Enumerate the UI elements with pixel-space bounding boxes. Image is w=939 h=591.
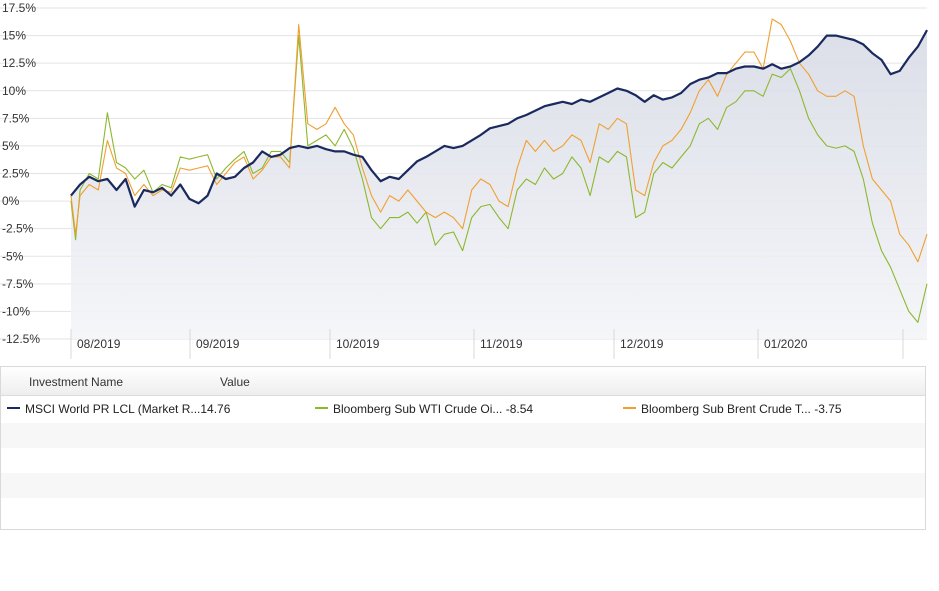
y-tick-label: 7.5%	[2, 111, 30, 125]
legend-value: 14.76	[200, 402, 231, 416]
x-tick-label: 01/2020	[764, 337, 808, 351]
y-tick-label: -5%	[2, 249, 24, 263]
legend-value: -8.54	[505, 402, 534, 416]
legend-label: Bloomberg Sub WTI Crude Oi...	[333, 402, 503, 416]
y-tick-label: 12.5%	[2, 56, 36, 70]
legend-row: MSCI World PR LCL (Market R...14.76 Bloo…	[1, 396, 925, 420]
y-tick-label: 17.5%	[2, 1, 36, 15]
y-tick-label: 10%	[2, 84, 26, 98]
column-header-investment-name[interactable]: Investment Name	[29, 375, 124, 389]
x-tick-label: 11/2019	[480, 337, 523, 351]
msci-area-fill	[71, 30, 927, 339]
x-tick-label: 12/2019	[620, 337, 664, 351]
y-tick-label: 15%	[2, 29, 26, 43]
line-chart: 17.5% 15% 12.5% 10% 7.5% 5% 2.5% 0% -2.5% -5% -7.5…	[0, 1, 928, 359]
y-tick-label: 2.5%	[2, 167, 30, 181]
series-lines	[70, 18, 928, 323]
legend-label: Bloomberg Sub Brent Crude T...	[641, 402, 811, 416]
y-axis: 17.5% 15% 12.5% 10% 7.5% 5% 2.5% 0% -2.5% -5% -7.5…	[2, 1, 40, 346]
series-line-2	[70, 18, 928, 263]
legend-swatch-brent	[623, 406, 636, 409]
y-tick-label: -7.5%	[2, 277, 34, 291]
area-fill	[71, 30, 927, 339]
table-row-empty	[1, 473, 925, 498]
legend-swatch-msci	[7, 406, 20, 409]
legend-item-msci[interactable]: MSCI World PR LCL (Market R...14.76	[7, 402, 230, 416]
legend-header: Investment Name Value	[1, 367, 925, 396]
y-tick-label: -12.5%	[2, 332, 40, 346]
legend-item-brent[interactable]: Bloomberg Sub Brent Crude T... -3.75	[623, 402, 842, 416]
legend-value: -3.75	[814, 402, 842, 416]
y-tick-label: 5%	[2, 139, 20, 153]
y-tick-label: -2.5%	[2, 222, 34, 236]
legend-label: MSCI World PR LCL (Market R...	[25, 402, 201, 416]
y-tick-label: -10%	[2, 304, 30, 318]
x-tick-label: 09/2019	[196, 337, 240, 351]
table-row-empty	[1, 423, 925, 448]
series-line-1	[70, 35, 928, 323]
legend-item-wti[interactable]: Bloomberg Sub WTI Crude Oi... -8.54	[315, 402, 533, 416]
x-axis: 08/2019 09/2019 10/2019 11/2019 12/2019 01/20…	[70, 329, 904, 359]
column-header-value[interactable]: Value	[220, 375, 250, 389]
series-line-0	[70, 29, 928, 208]
x-tick-label: 10/2019	[336, 337, 380, 351]
x-tick-label: 08/2019	[77, 337, 121, 351]
y-tick-label: 0%	[2, 194, 20, 208]
legend-table: Investment Name Value MSCI World PR LCL …	[0, 366, 926, 530]
legend-swatch-wti	[315, 406, 328, 409]
